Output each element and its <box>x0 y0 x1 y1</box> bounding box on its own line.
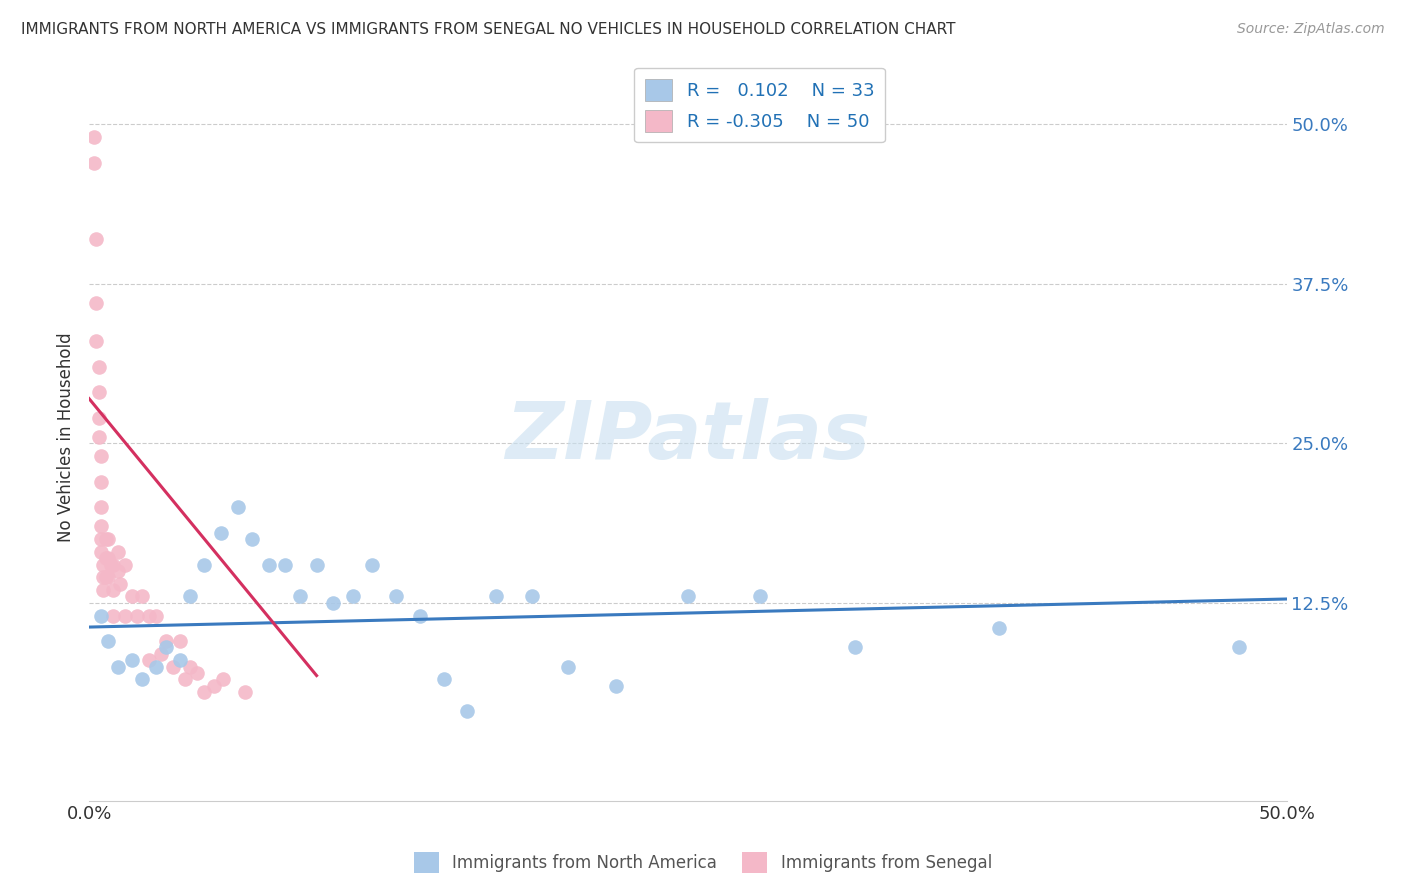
Point <box>100 558 122 572</box>
Point <box>90 545 112 559</box>
Point <box>87 385 110 400</box>
Point <box>988 621 1011 635</box>
Point <box>322 596 344 610</box>
Point <box>97 551 120 566</box>
Point <box>193 685 215 699</box>
Point <box>90 500 112 515</box>
Y-axis label: No Vehicles in Household: No Vehicles in Household <box>58 332 75 541</box>
Point <box>240 532 263 546</box>
Point <box>83 130 105 145</box>
Point <box>288 590 311 604</box>
Point <box>114 608 136 623</box>
Point <box>360 558 382 572</box>
Point <box>101 608 124 623</box>
Point <box>557 659 579 673</box>
Point <box>226 500 249 515</box>
Point <box>107 564 129 578</box>
Point <box>155 640 177 655</box>
Point <box>131 673 153 687</box>
Point <box>1227 640 1250 655</box>
Point <box>101 558 124 572</box>
Point <box>87 430 110 444</box>
Point <box>149 647 172 661</box>
Point <box>844 640 866 655</box>
Point <box>145 659 167 673</box>
Point <box>162 659 184 673</box>
Point <box>169 653 191 667</box>
Point <box>94 551 117 566</box>
Point <box>605 679 627 693</box>
Point <box>212 673 235 687</box>
Point <box>173 673 195 687</box>
Point <box>131 590 153 604</box>
Point <box>90 532 112 546</box>
Point <box>90 608 112 623</box>
Legend: R =   0.102    N = 33, R = -0.305    N = 50: R = 0.102 N = 33, R = -0.305 N = 50 <box>634 68 886 143</box>
Point <box>209 525 232 540</box>
Text: IMMIGRANTS FROM NORTH AMERICA VS IMMIGRANTS FROM SENEGAL NO VEHICLES IN HOUSEHOL: IMMIGRANTS FROM NORTH AMERICA VS IMMIGRA… <box>21 22 956 37</box>
Point <box>121 653 143 667</box>
Point <box>97 634 120 648</box>
Point <box>97 532 120 546</box>
Point <box>155 634 177 648</box>
Point <box>114 558 136 572</box>
Point <box>432 673 454 687</box>
Point <box>83 155 105 169</box>
Point <box>233 685 256 699</box>
Point <box>257 558 280 572</box>
Point <box>193 558 215 572</box>
Point <box>97 570 120 584</box>
Point <box>94 532 117 546</box>
Point <box>408 608 430 623</box>
Point <box>138 608 160 623</box>
Point <box>202 679 225 693</box>
Point <box>90 449 112 463</box>
Point <box>186 665 208 680</box>
Point <box>169 634 191 648</box>
Point <box>84 232 107 246</box>
Point <box>274 558 297 572</box>
Point <box>179 659 201 673</box>
Point <box>305 558 328 572</box>
Point <box>342 590 364 604</box>
Point <box>90 475 112 489</box>
Point <box>125 608 148 623</box>
Point <box>138 653 160 667</box>
Point <box>87 410 110 425</box>
Text: ZIPatlas: ZIPatlas <box>505 398 870 476</box>
Point <box>93 570 115 584</box>
Point <box>94 570 117 584</box>
Text: Source: ZipAtlas.com: Source: ZipAtlas.com <box>1237 22 1385 37</box>
Point <box>179 590 201 604</box>
Point <box>676 590 699 604</box>
Point <box>84 334 107 349</box>
Point <box>456 704 478 718</box>
Point <box>107 545 129 559</box>
Point <box>101 583 124 598</box>
Point <box>121 590 143 604</box>
Point <box>485 590 508 604</box>
Point <box>145 608 167 623</box>
Point <box>93 558 115 572</box>
Point <box>520 590 543 604</box>
Point <box>93 583 115 598</box>
Point <box>84 296 107 310</box>
Point <box>384 590 406 604</box>
Point <box>87 359 110 374</box>
Point <box>748 590 770 604</box>
Legend: Immigrants from North America, Immigrants from Senegal: Immigrants from North America, Immigrant… <box>408 846 998 880</box>
Point <box>90 519 112 533</box>
Point <box>107 659 129 673</box>
Point <box>108 576 131 591</box>
